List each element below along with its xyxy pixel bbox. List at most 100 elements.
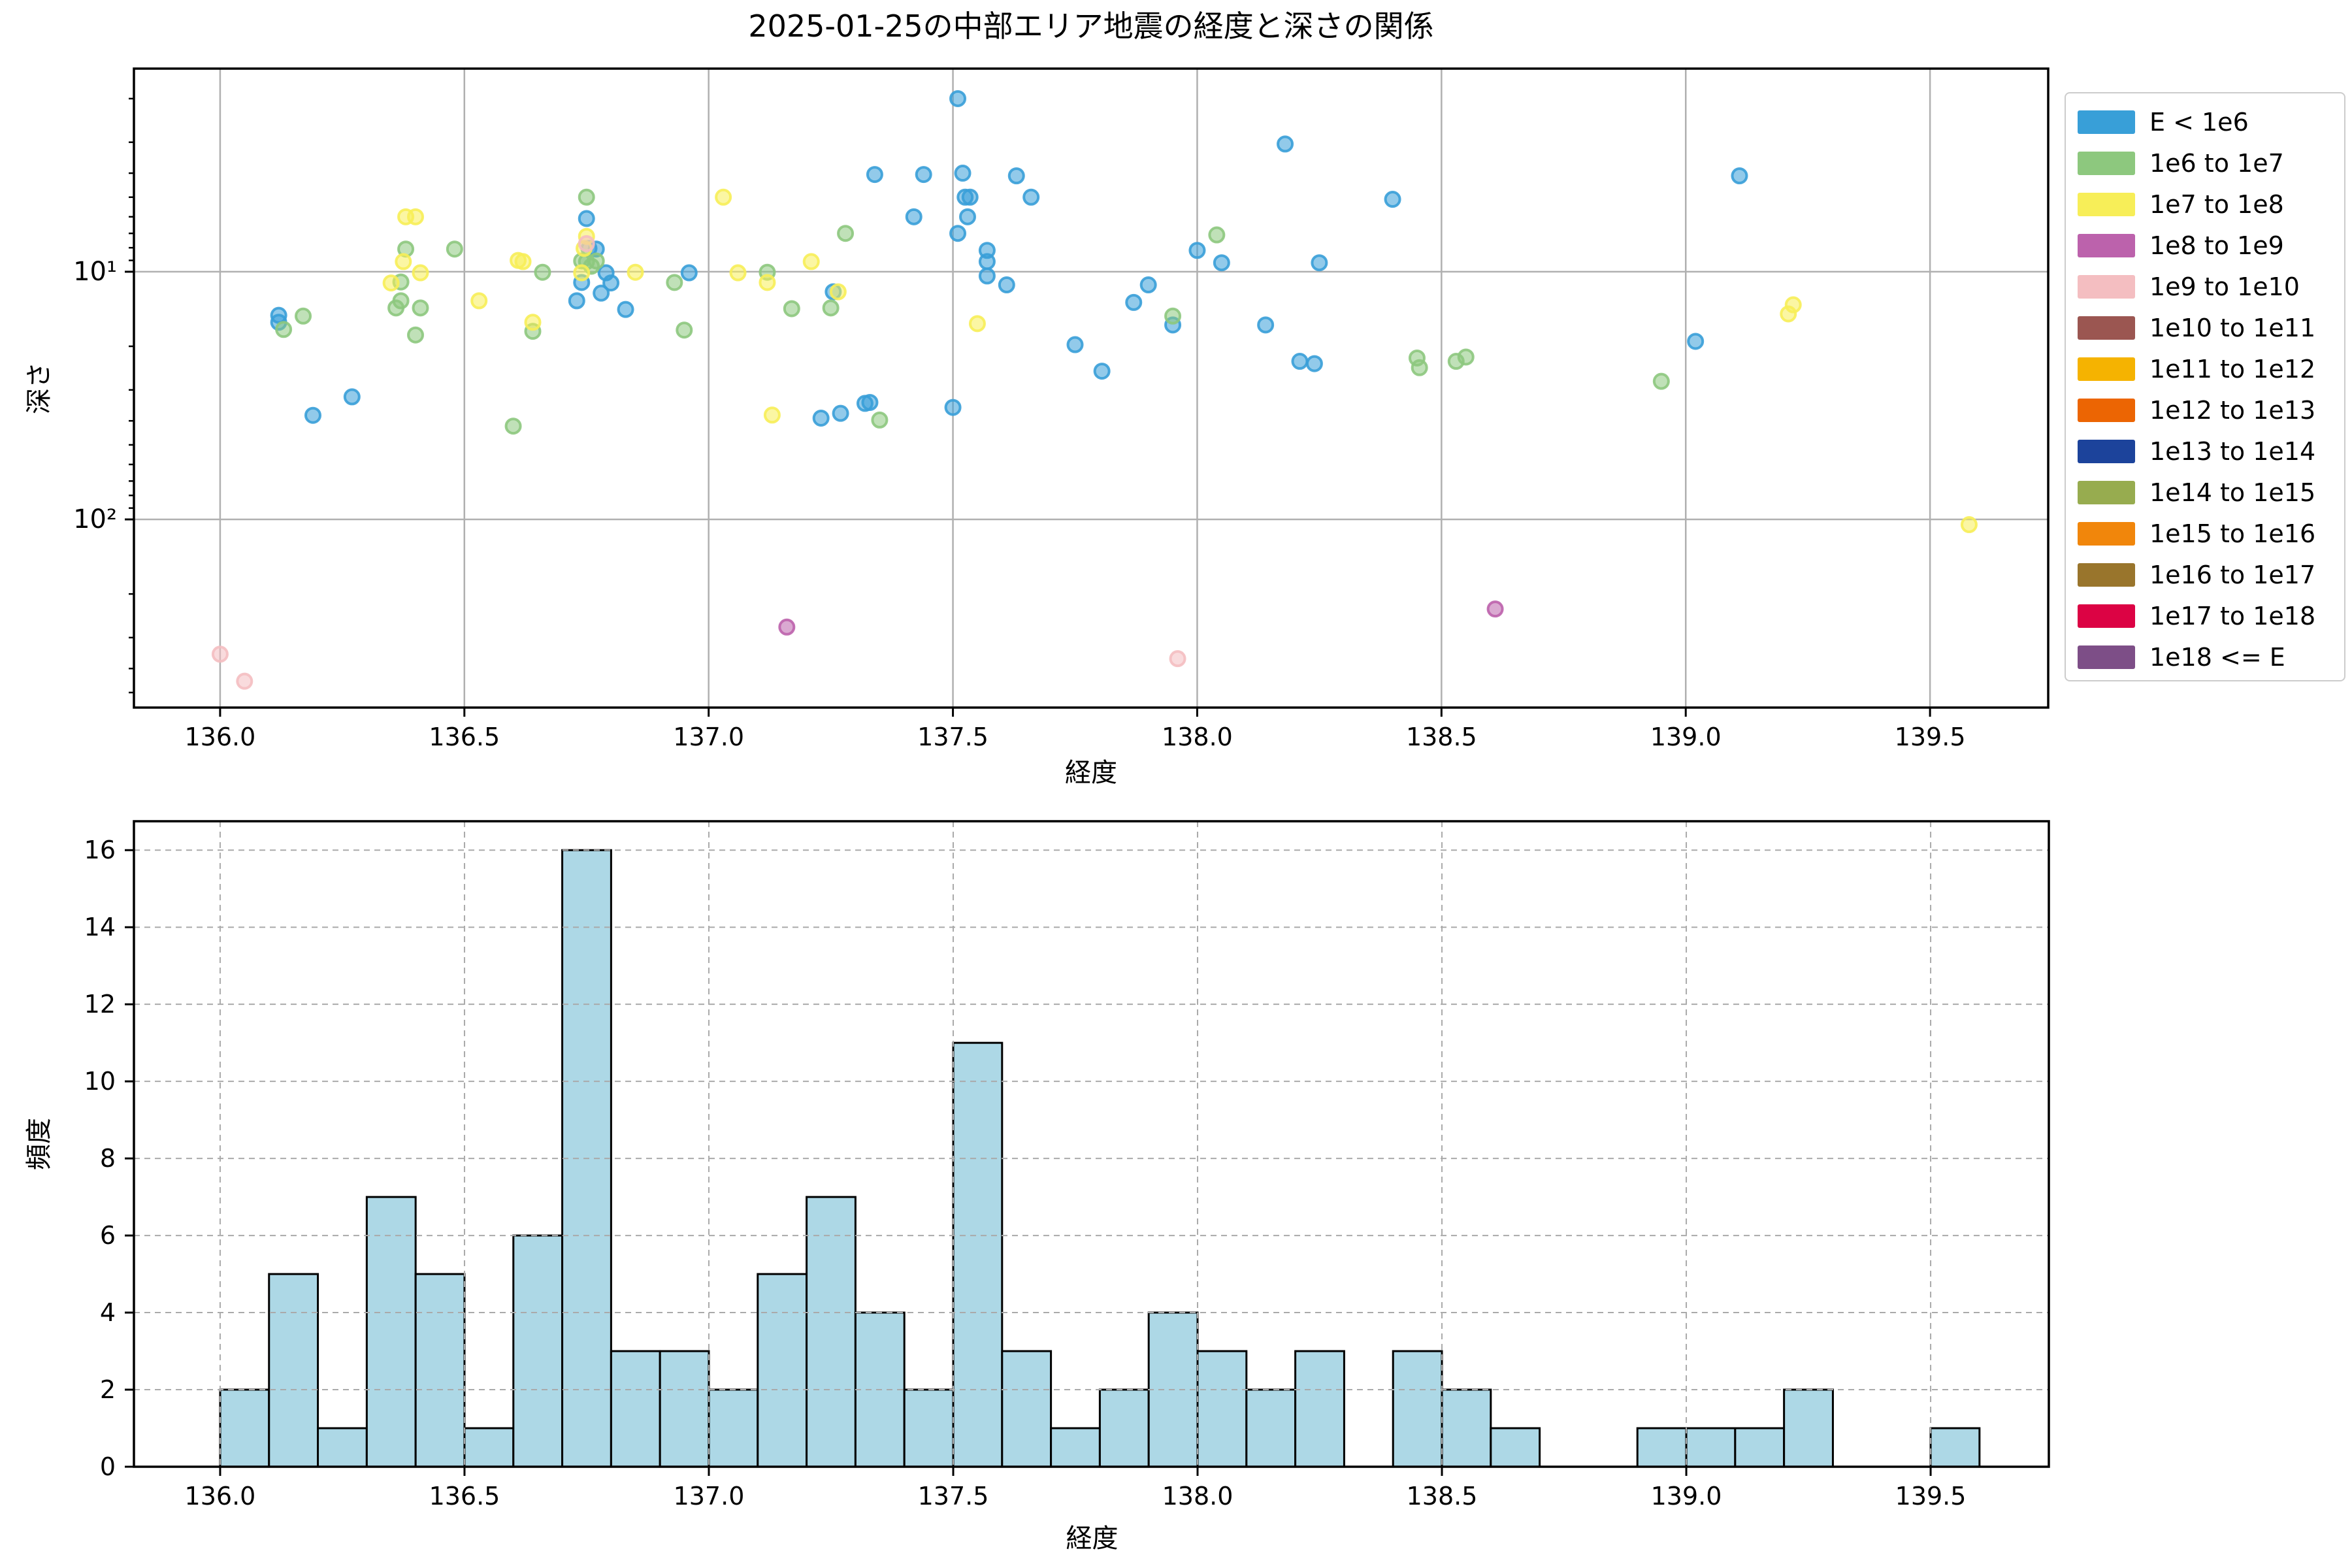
legend-item: 1e13 to 1e14 <box>2078 431 2344 472</box>
scatter-ylabel: 深さ <box>24 362 54 414</box>
legend-item-label: 1e7 to 1e8 <box>2149 189 2284 219</box>
scatter-point <box>1257 316 1275 334</box>
x-tick-label: 137.0 <box>673 723 744 751</box>
scatter-point <box>1125 293 1143 311</box>
histogram-bar <box>1783 1388 1834 1468</box>
legend-item: 1e11 to 1e12 <box>2078 348 2344 389</box>
y-tick-label: 8 <box>100 1144 116 1173</box>
scatter-xlabel: 経度 <box>1065 758 1117 788</box>
legend-item-label: 1e17 to 1e18 <box>2149 601 2316 630</box>
scatter-point <box>236 672 253 690</box>
scatter-point <box>578 235 595 252</box>
histogram-bar <box>1050 1427 1101 1468</box>
legend-box: E < 1e6 1e6 to 1e7 1e7 to 1e8 1e8 to 1e9 1e9… <box>2065 92 2345 681</box>
legend-swatch <box>2078 357 2135 381</box>
scatter-point <box>1384 191 1401 208</box>
legend-item: E < 1e6 <box>2078 101 2344 142</box>
scatter-point <box>1208 226 1226 244</box>
legend-item: 1e6 to 1e7 <box>2078 142 2344 184</box>
scatter-point <box>446 240 463 258</box>
scatter-point <box>968 315 986 333</box>
scatter-point <box>1652 372 1670 390</box>
x-tick-label: 136.5 <box>429 1482 500 1511</box>
histogram-bar <box>268 1273 319 1468</box>
legend-swatch <box>2078 604 2135 628</box>
scatter-point <box>593 284 610 302</box>
scatter-point <box>1687 333 1705 350</box>
x-tick-label: 138.0 <box>1162 723 1233 751</box>
scatter-point <box>949 225 967 242</box>
histogram-bar <box>1001 1350 1053 1468</box>
scatter-frame <box>133 67 2050 709</box>
legend-swatch <box>2078 521 2135 546</box>
scatter-point <box>1411 359 1428 376</box>
x-tick-label: 138.5 <box>1406 723 1477 751</box>
scatter-point <box>295 307 312 325</box>
histogram-bar <box>1245 1388 1297 1468</box>
scatter-point <box>412 264 429 282</box>
scatter-point <box>1139 276 1157 294</box>
x-tick-label: 139.5 <box>1895 1482 1967 1511</box>
histogram-bar <box>219 1388 270 1468</box>
legend-item-label: 1e13 to 1e14 <box>2149 436 2316 466</box>
legend-item: 1e7 to 1e8 <box>2078 184 2344 225</box>
legend-swatch <box>2078 563 2135 587</box>
legend-swatch <box>2078 192 2135 216</box>
x-tick-label: 136.5 <box>429 723 500 751</box>
scatter-point <box>961 188 979 206</box>
legend-item-label: E < 1e6 <box>2149 107 2249 137</box>
y-tick-label: 10 <box>84 1067 116 1096</box>
legend-item-label: 1e18 <= E <box>2149 642 2285 672</box>
y-tick-label: 0 <box>100 1452 116 1481</box>
scatter-point <box>617 301 634 318</box>
histogram-xlabel: 経度 <box>1066 1524 1119 1554</box>
scatter-point <box>573 264 591 282</box>
scatter-point <box>1022 188 1040 206</box>
legend-item-label: 1e6 to 1e7 <box>2149 148 2284 178</box>
y-tick-label: 12 <box>84 990 116 1019</box>
x-tick-label: 139.5 <box>1895 723 1966 751</box>
histogram-bar <box>463 1427 515 1468</box>
y-tick-label: 10¹ <box>73 257 117 287</box>
scatter-point <box>998 276 1015 294</box>
y-tick-label: 2 <box>100 1375 116 1404</box>
legend-item-label: 1e15 to 1e16 <box>2149 519 2316 548</box>
scatter-point <box>822 299 840 317</box>
legend-item: 1e18 <= E <box>2078 636 2344 678</box>
legend-swatch <box>2078 316 2135 340</box>
scatter-point <box>407 208 425 225</box>
x-tick-label: 139.0 <box>1650 723 1722 751</box>
histogram-bar <box>952 1041 1004 1468</box>
x-tick-label: 139.0 <box>1651 1482 1722 1511</box>
scatter-point <box>783 300 800 318</box>
histogram-frame <box>133 820 2050 1468</box>
histogram-bar <box>1685 1427 1737 1468</box>
y-tick-label: 4 <box>100 1298 116 1327</box>
scatter-point <box>412 299 429 317</box>
scatter-point <box>944 399 962 416</box>
scatter-point <box>1305 355 1323 372</box>
legend-item: 1e17 to 1e18 <box>2078 595 2344 636</box>
scatter-point <box>395 253 412 270</box>
scatter-point <box>1960 516 1978 534</box>
histogram-bar <box>1636 1427 1688 1468</box>
scatter-point <box>778 618 796 636</box>
legend-item-label: 1e10 to 1e11 <box>2149 313 2316 342</box>
scatter-point <box>1007 167 1025 185</box>
legend-item: 1e14 to 1e15 <box>2078 472 2344 513</box>
x-tick-label: 137.5 <box>918 1482 989 1511</box>
histogram-bar <box>1294 1350 1345 1468</box>
histogram-bar <box>610 1350 661 1468</box>
histogram-bar <box>757 1273 808 1468</box>
scatter-point <box>578 210 595 227</box>
scatter-point <box>666 274 683 291</box>
x-tick-label: 137.0 <box>674 1482 745 1511</box>
scatter-point <box>382 274 400 292</box>
x-tick-label: 138.5 <box>1407 1482 1478 1511</box>
scatter-point <box>1066 336 1084 353</box>
histogram-bar <box>1098 1388 1150 1468</box>
scatter-point <box>729 264 747 282</box>
scatter-point <box>861 393 879 411</box>
scatter-point <box>602 274 620 292</box>
